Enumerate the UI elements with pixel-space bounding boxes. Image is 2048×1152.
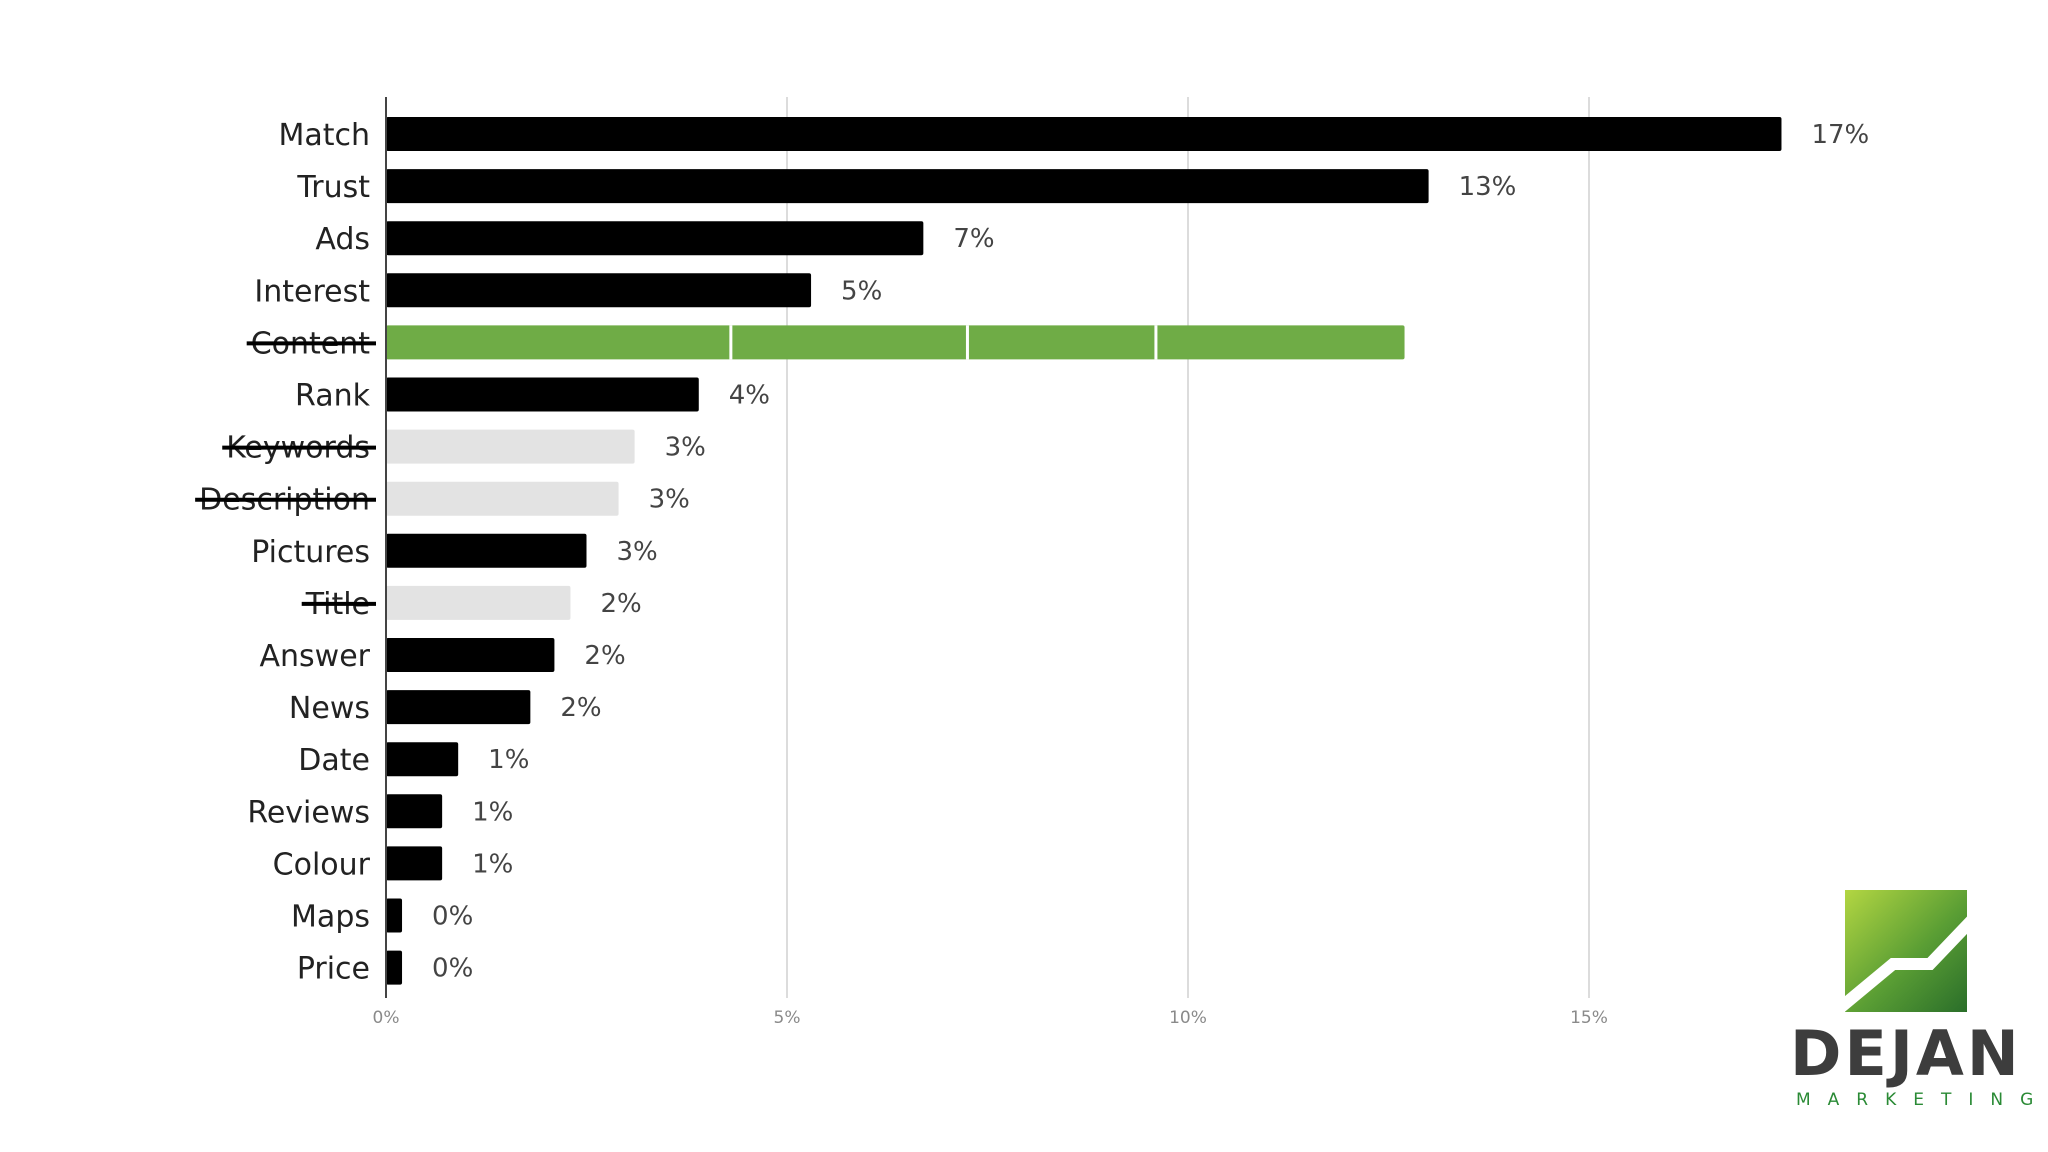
bar (386, 273, 812, 308)
value-label: 4% (729, 381, 770, 411)
x-tick-label: 0% (373, 1008, 400, 1028)
bar (386, 794, 443, 829)
value-label: 5% (841, 276, 882, 306)
category-label: Answer (260, 639, 371, 674)
bar-row: Title 2% (301, 585, 642, 622)
bar (386, 221, 924, 256)
bar (386, 585, 571, 620)
bar-row: Maps 0% (291, 898, 473, 935)
logo-mark-icon (1836, 890, 1977, 1013)
category-label: Rank (295, 379, 371, 414)
bar-row: News 2% (289, 690, 602, 726)
category-label: Colour (273, 847, 371, 882)
bar-row: Ads 7% (315, 221, 995, 257)
bar (386, 117, 1782, 151)
value-label: 2% (600, 589, 641, 619)
bar-row: Date 1% (298, 742, 529, 778)
category-label: Reviews (247, 795, 370, 830)
bar-row: Reviews 1% (247, 794, 513, 830)
bar-row: Content (246, 325, 1405, 361)
value-label: 13% (1459, 172, 1517, 202)
bar-row: Trust 13% (296, 169, 1516, 205)
category-label: Price (297, 952, 370, 987)
bar-row: Match 17% (278, 117, 1869, 153)
value-label: 1% (488, 745, 529, 775)
x-tick-label: 15% (1570, 1008, 1608, 1028)
value-label: 3% (665, 433, 706, 463)
value-label: 3% (649, 485, 690, 515)
category-label: Date (298, 743, 370, 778)
bar (386, 481, 619, 516)
category-label: News (289, 691, 370, 726)
bar (386, 950, 403, 985)
logo-subtitle: MARKETING (1796, 1090, 2048, 1110)
x-tick-label: 5% (774, 1008, 801, 1028)
bar (386, 429, 635, 464)
bar-row: Colour 1% (273, 846, 513, 882)
bar (386, 325, 1405, 360)
logo-wordmark: DEJAN (1790, 1017, 2022, 1090)
value-label: 0% (432, 902, 473, 932)
value-label: 7% (953, 224, 994, 254)
bar-row: Rank 4% (295, 377, 770, 414)
value-label: 2% (584, 641, 625, 671)
dejan-marketing-logo: DEJAN MARKETING (1790, 880, 2048, 1120)
bar (386, 742, 459, 777)
value-label: 1% (472, 849, 513, 879)
bar-row: Pictures 3% (251, 533, 658, 570)
bar (386, 638, 555, 672)
bar-row: Description 3% (195, 481, 690, 518)
category-label: Trust (296, 170, 370, 205)
x-axis-ticks: 0% 5% 10% 15% (373, 1008, 1608, 1028)
bar-row: Price 0% (297, 950, 473, 987)
category-label: Maps (291, 900, 370, 935)
x-tick-label: 10% (1169, 1008, 1207, 1028)
bars: Match 17% Trust 13% Ads 7% Interest 5% Content Ra… (195, 117, 1869, 987)
value-label: 0% (432, 954, 473, 984)
bar-row: Interest 5% (254, 273, 882, 309)
bar-row: Answer 2% (260, 638, 626, 674)
value-label: 17% (1811, 120, 1869, 150)
bar (386, 690, 531, 725)
bar (386, 377, 699, 412)
category-label: Pictures (251, 535, 370, 570)
bar (386, 898, 403, 933)
category-label: Match (278, 118, 370, 153)
bar (386, 169, 1429, 204)
category-label: Interest (254, 274, 370, 309)
value-label: 3% (617, 537, 658, 567)
value-label: 2% (560, 693, 601, 723)
bar (386, 846, 443, 881)
value-label: 1% (472, 797, 513, 827)
bar (386, 533, 587, 568)
category-label: Ads (315, 222, 370, 257)
bar-row: Keywords 3% (222, 429, 706, 466)
